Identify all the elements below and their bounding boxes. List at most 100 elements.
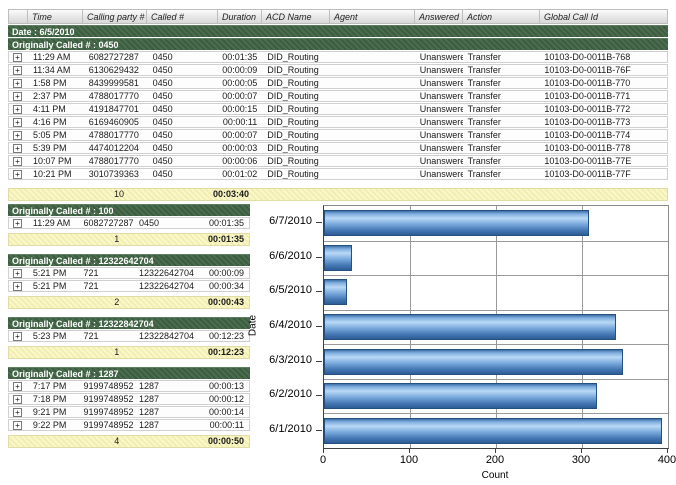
cell-global_id: 10103-D0-0011B-773 xyxy=(544,117,631,127)
cell-called: 1287 xyxy=(138,381,159,391)
cell-called: 0450 xyxy=(152,78,173,88)
expand-row-button[interactable]: + xyxy=(13,130,22,140)
y-tick-label: 6/7/2010 xyxy=(269,215,312,227)
cell-action: Transfer xyxy=(467,130,501,140)
table-header-row: Time Calling party # Called # Duration ACD N… xyxy=(8,9,668,24)
table-row: +5:21 PM 721 12322642704 00:00:34 xyxy=(8,280,250,292)
summary-spacer xyxy=(9,297,29,308)
gridline-horizontal xyxy=(324,413,668,414)
expand-cell: + xyxy=(9,420,29,430)
expand-cell: + xyxy=(9,281,29,291)
expand-row-button[interactable]: + xyxy=(13,394,22,404)
table-row: +2:37 PM 4788017770 0450 00:00:07 DID_Routin… xyxy=(8,90,668,102)
expand-cell: + xyxy=(9,381,29,391)
report-group-12322842704: Originally Called # : 12322842704 +5:23 P… xyxy=(8,316,250,359)
cell-duration: 00:00:14 xyxy=(208,407,244,417)
expand-row-button[interactable]: + xyxy=(13,104,22,114)
cell-acd: DID_Routing xyxy=(267,143,319,153)
cell-called: 0450 xyxy=(152,143,173,153)
date-group-header: Date : 6/5/2010 xyxy=(8,25,668,37)
cell-called: 0450 xyxy=(152,65,173,75)
cell-duration: 00:00:15 xyxy=(222,104,258,114)
summary-spacer xyxy=(9,189,29,200)
x-tick-label: 200 xyxy=(485,454,505,466)
summary-spacer xyxy=(9,234,29,245)
summary-spacer xyxy=(9,347,29,358)
expand-row-button[interactable]: + xyxy=(13,268,22,278)
cell-agent xyxy=(330,143,415,153)
expand-cell: + xyxy=(9,218,29,228)
expand-row-button[interactable]: + xyxy=(13,281,22,291)
cell-acd: DID_Routing xyxy=(267,130,319,140)
cell-duration: 00:01:35 xyxy=(208,218,244,228)
cell-time: 5:21 PM xyxy=(32,281,67,291)
x-tick-mark xyxy=(495,448,496,453)
expand-row-button[interactable]: + xyxy=(13,143,22,153)
expand-row-button[interactable]: + xyxy=(13,117,22,127)
y-tick-mark xyxy=(316,361,322,362)
cell-answered: Unanswered xyxy=(419,130,463,140)
cell-time: 9:21 PM xyxy=(32,407,67,417)
y-tick-label: 6/6/2010 xyxy=(269,250,312,262)
bar-6/6/2010 xyxy=(324,245,352,271)
cell-calling: 9199748952 xyxy=(83,394,134,404)
table-row: +1:58 PM 8439999581 0450 00:00:05 DID_Routin… xyxy=(8,77,668,89)
cell-global_id: 10103-D0-0011B-77E xyxy=(544,156,632,166)
cell-answered: Unanswered xyxy=(419,169,463,179)
expand-row-button[interactable]: + xyxy=(13,65,22,75)
cell-global_id: 10103-D0-0011B-76F xyxy=(544,65,631,75)
expand-cell: + xyxy=(9,52,29,62)
cell-time: 1:58 PM xyxy=(32,78,67,88)
expand-row-button[interactable]: + xyxy=(13,52,22,62)
expand-row-button[interactable]: + xyxy=(13,420,22,430)
cell-called: 0450 xyxy=(152,117,173,127)
cell-called: 1287 xyxy=(138,407,159,417)
expand-cell: + xyxy=(9,78,29,88)
y-tick-label: 6/1/2010 xyxy=(269,423,312,435)
expand-row-button[interactable]: + xyxy=(13,218,22,228)
cell-duration: 00:00:09 xyxy=(208,268,244,278)
y-tick-label: 6/5/2010 xyxy=(269,284,312,296)
cell-time: 7:17 PM xyxy=(32,381,67,391)
cell-calling: 4191847701 xyxy=(88,104,139,114)
cell-called: 0450 xyxy=(138,218,159,228)
cell-answered: Unanswered xyxy=(419,78,463,88)
cell-calling: 721 xyxy=(83,268,99,278)
summary-call-count: 2 xyxy=(114,297,120,307)
cell-time: 5:05 PM xyxy=(32,130,67,140)
summary-call-count: 10 xyxy=(113,189,124,199)
gridline-horizontal xyxy=(324,241,668,242)
x-tick-label: 400 xyxy=(657,454,676,466)
expand-row-button[interactable]: + xyxy=(13,381,22,391)
y-tick-mark xyxy=(316,430,322,431)
expand-row-button[interactable]: + xyxy=(13,91,22,101)
cell-acd: DID_Routing xyxy=(267,117,319,127)
cell-calling: 4788017770 xyxy=(88,91,139,101)
bar-6/1/2010 xyxy=(324,418,662,444)
cell-duration: 00:01:02 xyxy=(222,169,258,179)
cell-duration: 00:00:09 xyxy=(222,65,258,75)
report-group-1287: Originally Called # : 1287 +7:17 PM 919974… xyxy=(8,366,250,448)
y-tick-mark xyxy=(316,395,322,396)
table-row: +10:07 PM 4788017770 0450 00:00:06 DID_Routi… xyxy=(8,155,668,167)
cell-time: 9:22 PM xyxy=(32,420,67,430)
expand-row-button[interactable]: + xyxy=(13,331,22,341)
cell-acd: DID_Routing xyxy=(267,156,319,166)
expand-row-button[interactable]: + xyxy=(13,169,22,179)
expand-cell: + xyxy=(9,156,29,166)
expand-row-button[interactable]: + xyxy=(13,78,22,88)
table-row: +11:34 AM 6130629432 0450 00:00:09 DID_Routi… xyxy=(8,64,668,76)
column-header-expand xyxy=(8,9,28,24)
cell-action: Transfer xyxy=(467,91,501,101)
expand-cell: + xyxy=(9,130,29,140)
bar-6/2/2010 xyxy=(324,383,597,409)
cell-agent xyxy=(330,91,415,101)
cell-answered: Unanswered xyxy=(419,156,463,166)
expand-cell: + xyxy=(9,331,29,341)
cell-called: 1287 xyxy=(138,420,159,430)
cell-calling: 8439999581 xyxy=(88,78,139,88)
expand-row-button[interactable]: + xyxy=(13,156,22,166)
report-group-100: Originally Called # : 100 +11:29 AM 608272… xyxy=(8,203,250,246)
chart-plot-area xyxy=(323,205,669,449)
expand-row-button[interactable]: + xyxy=(13,407,22,417)
